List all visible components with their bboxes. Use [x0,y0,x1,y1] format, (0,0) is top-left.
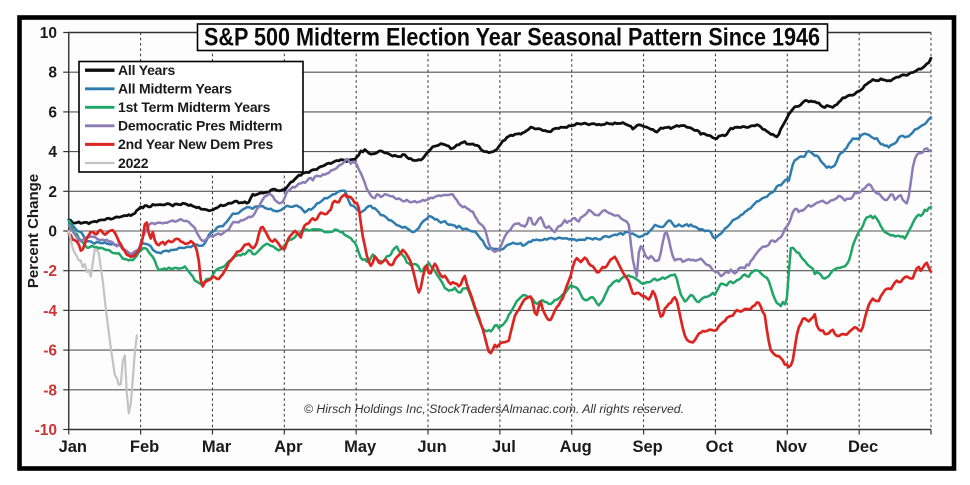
svg-text:Aug: Aug [560,438,592,456]
svg-text:6: 6 [48,104,57,121]
svg-text:Percent Change: Percent Change [25,174,42,288]
svg-text:All Midterm Years: All Midterm Years [118,81,232,97]
svg-text:Feb: Feb [130,438,159,456]
svg-text:Jan: Jan [59,438,87,456]
svg-text:-10: -10 [35,422,57,439]
svg-text:-8: -8 [43,382,57,399]
svg-text:2: 2 [48,184,57,201]
svg-text:2nd Year New Dem Pres: 2nd Year New Dem Pres [118,136,273,152]
svg-text:1st Term Midterm Years: 1st Term Midterm Years [118,99,271,115]
svg-text:S&P 500 Midterm Election Year: S&P 500 Midterm Election Year Seasonal P… [204,24,820,52]
svg-text:Nov: Nov [776,438,808,456]
svg-text:10: 10 [40,25,57,42]
svg-text:Jun: Jun [417,438,446,456]
svg-text:0: 0 [48,224,57,241]
svg-text:Democratic Pres Midterm: Democratic Pres Midterm [118,118,282,134]
svg-text:Mar: Mar [202,438,232,456]
svg-text:8: 8 [48,65,57,82]
svg-text:-4: -4 [43,303,57,320]
svg-text:-6: -6 [43,343,57,360]
svg-text:-2: -2 [43,263,57,280]
svg-text:All Years: All Years [118,62,176,78]
svg-text:Oct: Oct [706,438,734,456]
svg-text:2022: 2022 [118,155,149,171]
svg-text:Dec: Dec [848,438,878,456]
svg-text:© Hirsch Holdings Inc, StockTr: © Hirsch Holdings Inc, StockTradersAlman… [304,402,684,416]
svg-text:Apr: Apr [274,438,303,456]
svg-text:Sep: Sep [632,438,662,456]
svg-text:Jul: Jul [492,438,516,456]
svg-text:4: 4 [48,144,57,161]
svg-text:May: May [344,438,377,456]
